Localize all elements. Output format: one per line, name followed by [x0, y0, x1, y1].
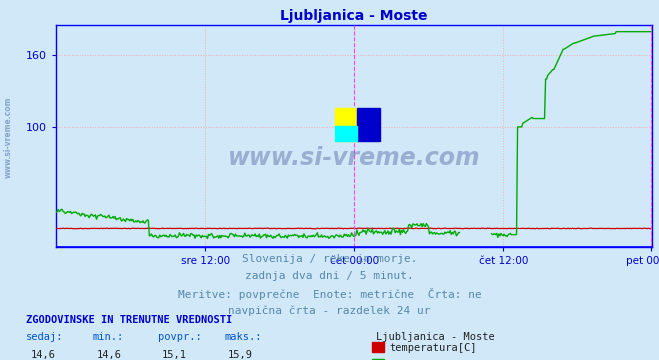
- Text: Slovenija / reke in morje.: Slovenija / reke in morje.: [242, 254, 417, 264]
- Bar: [372, 342, 384, 352]
- Text: ZGODOVINSKE IN TRENUTNE VREDNOSTI: ZGODOVINSKE IN TRENUTNE VREDNOSTI: [26, 315, 233, 325]
- Text: maks.:: maks.:: [224, 332, 262, 342]
- Text: 15,9: 15,9: [228, 350, 253, 360]
- Text: zadnja dva dni / 5 minut.: zadnja dva dni / 5 minut.: [245, 271, 414, 281]
- Text: 14,6: 14,6: [30, 350, 55, 360]
- Title: Ljubljanica - Moste: Ljubljanica - Moste: [281, 9, 428, 23]
- Text: 14,6: 14,6: [96, 350, 121, 360]
- Text: 15,1: 15,1: [162, 350, 187, 360]
- Text: Meritve: povprečne  Enote: metrične  Črta: ne: Meritve: povprečne Enote: metrične Črta:…: [178, 288, 481, 300]
- Text: povpr.:: povpr.:: [158, 332, 202, 342]
- Text: min.:: min.:: [92, 332, 123, 342]
- Bar: [335, 126, 357, 141]
- Text: www.si-vreme.com: www.si-vreme.com: [3, 96, 13, 177]
- Text: navpična črta - razdelek 24 ur: navpična črta - razdelek 24 ur: [228, 306, 431, 316]
- Bar: [357, 108, 380, 141]
- Text: sedaj:: sedaj:: [26, 332, 64, 342]
- Bar: [372, 359, 384, 360]
- Text: Ljubljanica - Moste: Ljubljanica - Moste: [376, 332, 494, 342]
- Bar: [335, 108, 357, 141]
- Text: www.si-vreme.com: www.si-vreme.com: [228, 146, 480, 170]
- Text: temperatura[C]: temperatura[C]: [389, 343, 477, 353]
